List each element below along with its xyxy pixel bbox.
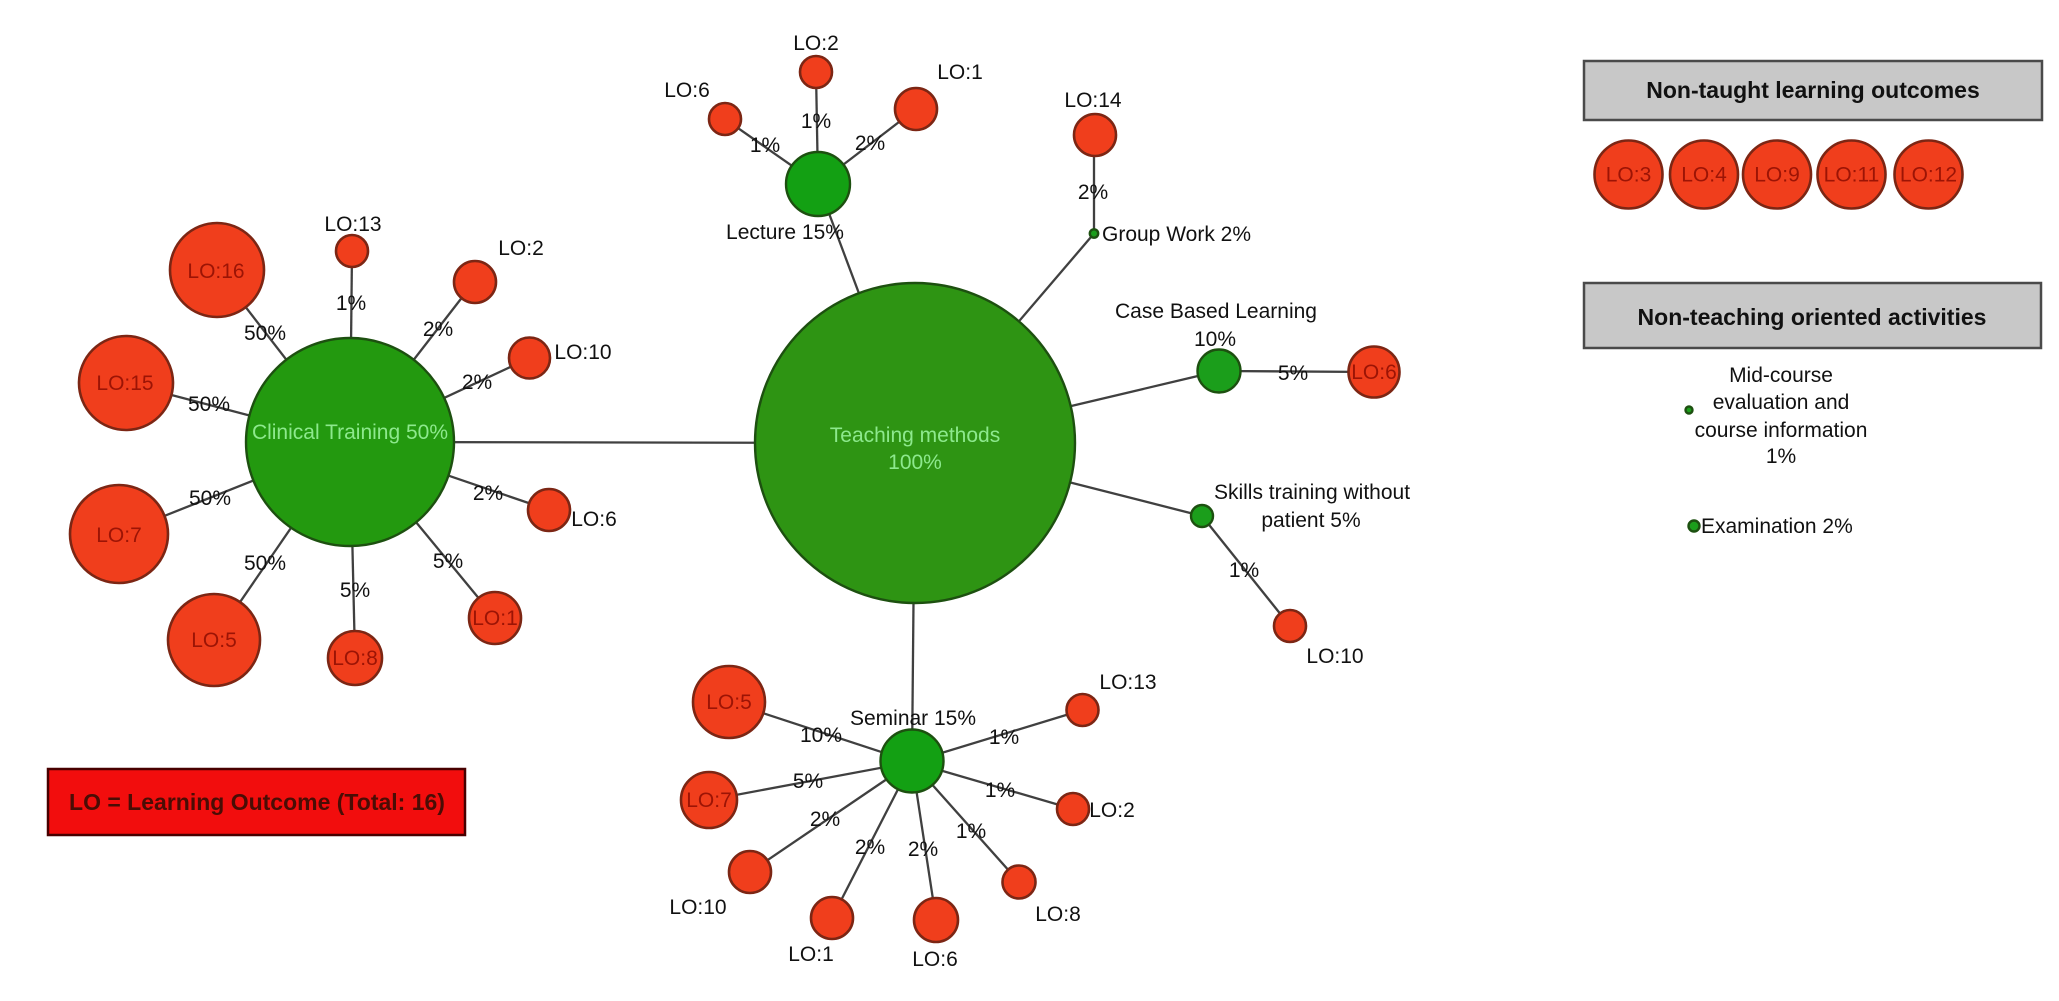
svg-text:evaluation and: evaluation and xyxy=(1713,391,1850,414)
svg-text:2%: 2% xyxy=(810,808,840,831)
svg-text:LO:6: LO:6 xyxy=(912,948,958,971)
svg-text:LO:14: LO:14 xyxy=(1064,89,1122,112)
svg-text:LO:7: LO:7 xyxy=(686,789,732,812)
svg-text:2%: 2% xyxy=(855,836,885,859)
svg-text:LO = Learning Outcome (Total:: LO = Learning Outcome (Total: 16) xyxy=(69,789,445,815)
svg-text:Clinical Training 50%: Clinical Training 50% xyxy=(252,421,448,444)
svg-text:LO:13: LO:13 xyxy=(1099,671,1156,694)
svg-text:LO:2: LO:2 xyxy=(793,32,839,55)
svg-text:LO:15: LO:15 xyxy=(96,372,153,395)
svg-text:LO:16: LO:16 xyxy=(187,260,244,283)
svg-text:LO:1: LO:1 xyxy=(937,61,983,84)
svg-text:course information: course information xyxy=(1695,419,1868,442)
svg-text:100%: 100% xyxy=(888,451,942,474)
svg-text:LO:6: LO:6 xyxy=(1351,361,1397,384)
svg-text:patient 5%: patient 5% xyxy=(1261,509,1360,532)
svg-text:LO:4: LO:4 xyxy=(1681,164,1727,187)
svg-text:LO:1: LO:1 xyxy=(788,943,834,966)
svg-text:LO:5: LO:5 xyxy=(706,691,752,714)
svg-text:50%: 50% xyxy=(244,322,286,345)
svg-text:Non-teaching oriented activiti: Non-teaching oriented activities xyxy=(1638,304,1987,330)
svg-text:LO:11: LO:11 xyxy=(1824,164,1880,187)
svg-text:1%: 1% xyxy=(985,779,1015,802)
svg-text:Seminar 15%: Seminar 15% xyxy=(850,707,976,730)
svg-text:1%: 1% xyxy=(336,292,366,315)
svg-text:LO:8: LO:8 xyxy=(332,647,378,670)
svg-text:5%: 5% xyxy=(1278,362,1308,385)
svg-text:5%: 5% xyxy=(793,770,823,793)
svg-text:2%: 2% xyxy=(1078,181,1108,204)
svg-text:Lecture 15%: Lecture 15% xyxy=(726,221,844,244)
svg-text:50%: 50% xyxy=(189,487,231,510)
svg-text:LO:3: LO:3 xyxy=(1606,164,1652,187)
svg-text:LO:6: LO:6 xyxy=(664,79,710,102)
svg-text:2%: 2% xyxy=(473,482,503,505)
svg-text:50%: 50% xyxy=(188,393,230,416)
svg-text:LO:10: LO:10 xyxy=(669,896,726,919)
svg-text:LO:7: LO:7 xyxy=(96,524,142,547)
svg-text:LO:5: LO:5 xyxy=(191,629,237,652)
svg-text:LO:1: LO:1 xyxy=(472,607,518,630)
svg-text:LO:8: LO:8 xyxy=(1035,903,1081,926)
svg-text:Teaching methods: Teaching methods xyxy=(830,424,1000,447)
svg-text:10%: 10% xyxy=(1194,328,1236,351)
svg-text:LO:9: LO:9 xyxy=(1754,164,1800,187)
svg-text:5%: 5% xyxy=(433,550,463,573)
svg-text:Group Work 2%: Group Work 2% xyxy=(1102,223,1251,246)
svg-text:1%: 1% xyxy=(1766,445,1796,468)
svg-text:LO:10: LO:10 xyxy=(1306,645,1363,668)
svg-text:LO:10: LO:10 xyxy=(554,341,611,364)
svg-text:LO:2: LO:2 xyxy=(498,237,544,260)
svg-text:2%: 2% xyxy=(423,318,453,341)
svg-text:LO:13: LO:13 xyxy=(324,213,381,236)
svg-text:50%: 50% xyxy=(244,552,286,575)
svg-text:LO:6: LO:6 xyxy=(571,508,617,531)
svg-text:1%: 1% xyxy=(750,134,780,157)
svg-text:1%: 1% xyxy=(1229,559,1259,582)
svg-text:1%: 1% xyxy=(801,110,831,133)
svg-text:Case Based Learning: Case Based Learning xyxy=(1115,300,1317,323)
svg-text:1%: 1% xyxy=(956,820,986,843)
svg-text:Examination 2%: Examination 2% xyxy=(1701,515,1853,538)
svg-text:2%: 2% xyxy=(855,132,885,155)
svg-text:10%: 10% xyxy=(800,724,842,747)
svg-text:LO:2: LO:2 xyxy=(1089,799,1135,822)
svg-text:2%: 2% xyxy=(908,838,938,861)
svg-text:Non-taught learning outcomes: Non-taught learning outcomes xyxy=(1646,77,1980,103)
svg-text:Mid-course: Mid-course xyxy=(1729,364,1833,387)
svg-text:5%: 5% xyxy=(340,579,370,602)
svg-text:LO:12: LO:12 xyxy=(1900,164,1957,187)
svg-text:Skills training without: Skills training without xyxy=(1214,481,1410,504)
svg-text:1%: 1% xyxy=(989,726,1019,749)
svg-text:2%: 2% xyxy=(462,371,492,394)
